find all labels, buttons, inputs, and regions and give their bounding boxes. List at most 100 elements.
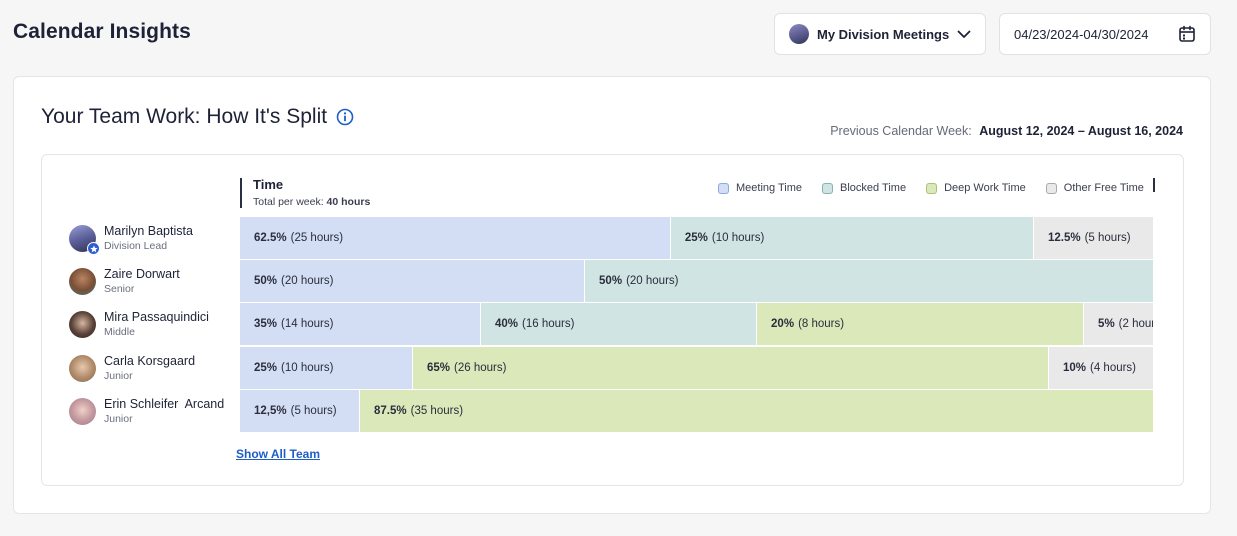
team-member[interactable]: Carla Korsgaard Junior: [69, 347, 195, 390]
segment-percent: 5%: [1098, 318, 1115, 330]
card-title-text: Your Team Work: How It's Split: [41, 105, 328, 128]
member-name: Carla Korsgaard: [104, 354, 196, 368]
legend: Meeting Time Blocked Time Deep Work Time Ot…: [718, 182, 1144, 194]
segment-hours: (2 hours): [1118, 318, 1153, 330]
segment-deep[interactable]: 20% (8 hours): [757, 303, 1085, 345]
team-member[interactable]: Marilyn Baptista Division Lead: [69, 217, 193, 260]
avatar: [69, 398, 96, 425]
team-work-card: Your Team Work: How It's Split Previous …: [13, 76, 1211, 514]
total-label: Total per week:: [253, 196, 324, 208]
member-role: Senior: [104, 283, 135, 295]
time-split-row: 50% (20 hours) 50% (20 hours): [240, 260, 1154, 303]
avatar: [69, 225, 100, 255]
member-role: Junior: [104, 413, 133, 425]
segment-percent: 12.5%: [1047, 232, 1081, 244]
segment-hours: (20 hours): [626, 275, 679, 287]
card-title: Your Team Work: How It's Split: [41, 105, 354, 129]
segment-free[interactable]: 10% (4 hours): [1048, 347, 1154, 389]
legend-label: Deep Work Time: [944, 182, 1026, 194]
segment-deep[interactable]: 65% (26 hours): [413, 347, 1049, 389]
page-title: Calendar Insights: [13, 20, 191, 43]
segment-percent: 25%: [684, 232, 708, 244]
team-member[interactable]: Zaire Dorwart Senior: [69, 260, 180, 303]
segment-blocked[interactable]: 25% (10 hours): [670, 217, 1034, 259]
legend-item: Deep Work Time: [926, 182, 1026, 194]
legend-swatch: [926, 182, 938, 194]
avatar: [69, 268, 96, 295]
axis-end-marker: [1153, 178, 1155, 192]
member-name: Mira Passaquindici: [104, 310, 209, 324]
time-split-bars: 62.5% (25 hours) 25% (10 hours) 12.5% (5 hour…: [240, 217, 1154, 433]
avatar: [69, 311, 96, 338]
segment-percent: 50%: [254, 275, 278, 287]
legend-label: Other Free Time: [1063, 182, 1144, 194]
segment-percent: 20%: [771, 318, 795, 330]
segment-meeting[interactable]: 35% (14 hours): [240, 303, 482, 345]
date-range-label: 04/23/2024-04/30/2024: [1014, 26, 1149, 42]
segment-hours: (20 hours): [281, 275, 334, 287]
avatar: [69, 355, 96, 382]
member-role: Division Lead: [104, 240, 168, 252]
segment-deep[interactable]: 87.5% (35 hours): [360, 390, 1154, 432]
division-select-label: My Division Meetings: [817, 26, 950, 42]
segment-percent: 12,5%: [254, 405, 287, 417]
segment-hours: (10 hours): [281, 362, 334, 374]
previous-week: Previous Calendar Week: August 12, 2024 …: [830, 124, 1183, 138]
legend-item: Blocked Time: [822, 182, 906, 194]
segment-percent: 35%: [254, 318, 278, 330]
prev-week-range: August 12, 2024 – August 16, 2024: [979, 124, 1183, 138]
segment-hours: (35 hours): [410, 405, 464, 417]
member-name: Zaire Dorwart: [104, 267, 180, 281]
prev-week-label: Previous Calendar Week:: [830, 124, 972, 138]
legend-item: Meeting Time: [718, 182, 802, 194]
segment-meeting[interactable]: 50% (20 hours): [240, 260, 586, 302]
segment-hours: (14 hours): [281, 318, 334, 330]
time-header: Time Total per week: 40 hours: [240, 178, 370, 208]
info-icon[interactable]: [336, 108, 354, 126]
member-role: Middle: [104, 326, 135, 338]
segment-percent: 65%: [427, 362, 451, 374]
segment-percent: 10%: [1062, 362, 1086, 374]
segment-blocked[interactable]: 50% (20 hours): [585, 260, 1154, 302]
time-split-row: 25% (10 hours) 65% (26 hours) 10% (4 hours): [240, 347, 1154, 390]
segment-hours: (5 hours): [290, 405, 337, 417]
date-range-picker[interactable]: 04/23/2024-04/30/2024: [999, 13, 1211, 55]
segment-meeting[interactable]: 62.5% (25 hours): [240, 217, 671, 259]
member-name: Marilyn Baptista: [104, 224, 193, 238]
member-name: Erin Schleifer Arcand: [104, 397, 225, 411]
time-split-row: 12,5% (5 hours) 87.5% (35 hours): [240, 390, 1154, 433]
segment-percent: 50%: [599, 275, 623, 287]
segment-free[interactable]: 12.5% (5 hours): [1033, 217, 1154, 259]
star-badge-icon: [87, 242, 100, 255]
segment-percent: 62.5%: [254, 232, 287, 244]
time-split-row: 35% (14 hours) 40% (16 hours) 20% (8 hours) 5%…: [240, 303, 1154, 346]
time-header-title: Time: [253, 177, 284, 192]
team-member[interactable]: Erin Schleifer Arcand Junior: [69, 390, 224, 433]
time-split-row: 62.5% (25 hours) 25% (10 hours) 12.5% (5 hour…: [240, 217, 1154, 260]
team-member[interactable]: Mira Passaquindici Middle: [69, 303, 209, 346]
segment-blocked[interactable]: 40% (16 hours): [481, 303, 758, 345]
segment-percent: 40%: [495, 318, 519, 330]
calendar-icon[interactable]: [1178, 25, 1196, 43]
segment-free[interactable]: 5%(2 hours): [1084, 303, 1154, 345]
division-meetings-dropdown[interactable]: My Division Meetings: [774, 13, 986, 55]
segment-hours: (4 hours): [1090, 362, 1137, 374]
segment-hours: (5 hours): [1084, 232, 1131, 244]
legend-item: Other Free Time: [1045, 182, 1144, 194]
segment-hours: (10 hours): [711, 232, 765, 244]
show-all-team-link[interactable]: Show All Team: [236, 447, 321, 461]
segment-percent: 25%: [254, 362, 278, 374]
chevron-down-icon: [957, 30, 971, 38]
segment-hours: (16 hours): [522, 318, 575, 330]
segment-percent: 87.5%: [374, 405, 407, 417]
legend-label: Blocked Time: [840, 182, 907, 194]
segment-hours: (25 hours): [290, 232, 344, 244]
segment-hours: (26 hours): [454, 362, 507, 374]
total-value: 40 hours: [326, 196, 371, 208]
legend-label: Meeting Time: [736, 182, 803, 194]
legend-swatch: [822, 182, 834, 194]
team-split-panel: Time Total per week: 40 hours Meeting Ti…: [41, 154, 1184, 486]
segment-meeting[interactable]: 25% (10 hours): [240, 347, 414, 389]
segment-meeting[interactable]: 12,5% (5 hours): [240, 390, 360, 432]
legend-swatch: [718, 182, 729, 194]
